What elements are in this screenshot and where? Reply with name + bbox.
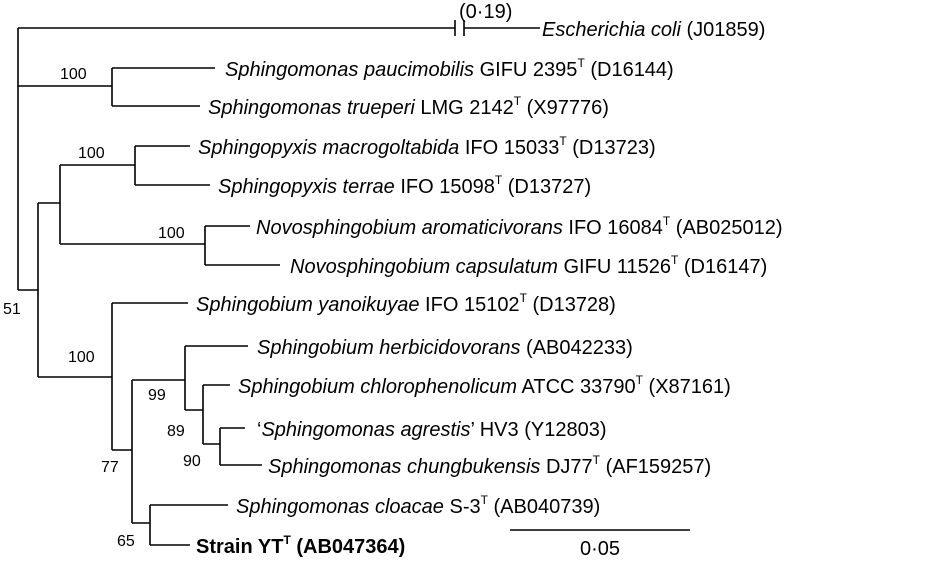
ecoli-branch-length: (0·19): [459, 1, 512, 23]
bootstrap-values: 100 100 100 51 100 99 89 90 77 65: [3, 66, 201, 550]
bootstrap-sphingobium: 100: [68, 349, 95, 366]
species-name: Sphingobium herbicidovorans: [257, 337, 521, 359]
species-name: Sphingomonas chungbukensis: [268, 456, 540, 478]
species-name: Sphingomonas cloacae: [236, 496, 444, 518]
species-name: Sphingomonas paucimobilis: [225, 59, 474, 81]
bootstrap-cloacae: 65: [117, 533, 135, 550]
type-strain-marker: T: [520, 291, 528, 305]
species-name: Sphingomonas agrestis: [261, 419, 470, 441]
accession-number: (D13723): [567, 137, 656, 159]
bootstrap-novosphingobium: 100: [158, 225, 185, 242]
type-strain-marker: T: [593, 453, 601, 467]
close-quote: ’: [470, 419, 474, 441]
accession-number: (D13728): [527, 294, 616, 316]
bootstrap-agrestis: 90: [183, 453, 201, 470]
strain-designation: ATCC 33790: [517, 376, 636, 398]
taxon-label-ecoli: Escherichia coli (J01859): [542, 19, 765, 41]
bootstrap-root: 51: [3, 301, 21, 318]
open-quote: ‘: [257, 419, 261, 441]
accession-number: (AB042233): [521, 337, 633, 359]
species-name: Novosphingobium aromaticivorans: [256, 217, 563, 239]
strain-designation: IFO 16084: [563, 217, 663, 239]
accession-number: (X87161): [643, 376, 731, 398]
accession-number: (J01859): [681, 19, 766, 41]
type-strain-marker: T: [636, 373, 644, 387]
accession-number: (D16144): [585, 59, 674, 81]
accession-number: (D16147): [678, 256, 767, 278]
bootstrap-sphingopyxis: 100: [78, 145, 105, 162]
strain-designation: LMG 2142: [415, 97, 514, 119]
bootstrap-chlorophenolicum: 89: [167, 423, 185, 440]
accession-number: (X97776): [521, 97, 609, 119]
species-name: Novosphingobium capsulatum: [290, 256, 558, 278]
tree-branches: [17, 20, 540, 546]
strain-designation: Strain YT: [196, 536, 283, 558]
accession-number: (AF159257): [600, 456, 711, 478]
taxon-label-sb-chlorophenolicum: Sphingobium chlorophenolicum ATCC 33790T…: [238, 373, 731, 398]
taxon-label-sb-herbicidovorans: Sphingobium herbicidovorans (AB042233): [257, 337, 633, 359]
strain-designation: S-3: [444, 496, 481, 518]
strain-designation: GIFU 2395: [474, 59, 577, 81]
type-strain-marker: T: [671, 253, 679, 267]
accession-number: (Y12803): [519, 419, 607, 441]
strain-designation: DJ77: [540, 456, 592, 478]
taxon-label-s-chungbukensis: Sphingomonas chungbukensis DJ77T (AF1592…: [268, 453, 711, 478]
strain-designation: GIFU 11526: [558, 256, 671, 278]
taxon-label-s-cloacae: Sphingomonas cloacae S-3T (AB040739): [236, 493, 600, 518]
scale-bar-label: 0·05: [580, 538, 620, 560]
taxon-label-s-agrestis: ‘Sphingomonas agrestis’ HV3 (Y12803): [257, 419, 606, 441]
species-name: Sphingobium chlorophenolicum: [238, 376, 517, 398]
taxon-label-s-trueperi: Sphingomonas trueperi LMG 2142T (X97776): [208, 94, 609, 119]
type-strain-marker: T: [481, 493, 489, 507]
strain-designation: IFO 15098: [395, 176, 495, 198]
accession-number: (D13727): [502, 176, 591, 198]
strain-designation: IFO 15033: [459, 137, 559, 159]
scale-bar: 0·05: [510, 529, 690, 560]
taxon-label-strain-yt: Strain YTT (AB047364): [196, 533, 405, 558]
taxon-label-sb-yanoikuyae: Sphingobium yanoikuyae IFO 15102T (D1372…: [196, 291, 616, 316]
bootstrap-inner: 77: [101, 459, 119, 476]
taxon-label-sp-macrogoltabida: Sphingopyxis macrogoltabida IFO 15033T (…: [198, 134, 656, 159]
taxon-label-n-aromaticivorans: Novosphingobium aromaticivorans IFO 1608…: [256, 214, 783, 239]
strain-designation: IFO 15102: [420, 294, 520, 316]
type-strain-marker: T: [514, 94, 522, 108]
type-strain-marker: T: [663, 214, 671, 228]
type-strain-marker: T: [559, 134, 567, 148]
species-name: Sphingopyxis terrae: [218, 176, 395, 198]
species-name: Escherichia coli: [542, 19, 682, 41]
species-name: Sphingomonas trueperi: [208, 97, 415, 119]
species-name: Sphingobium yanoikuyae: [196, 294, 420, 316]
type-strain-marker: T: [577, 56, 585, 70]
bootstrap-paucimobilis: 100: [60, 66, 87, 83]
strain-designation: HV3: [474, 419, 518, 441]
taxon-label-n-capsulatum: Novosphingobium capsulatum GIFU 11526T (…: [290, 253, 767, 278]
accession-number: (AB047364): [291, 536, 406, 558]
taxon-label-sp-terrae: Sphingopyxis terrae IFO 15098T (D13727): [218, 173, 591, 198]
type-strain-marker: T: [495, 173, 503, 187]
bootstrap-herbicidovorans: 99: [148, 387, 166, 404]
taxon-label-s-paucimobilis: Sphingomonas paucimobilis GIFU 2395T (D1…: [225, 56, 674, 81]
accession-number: (AB025012): [670, 217, 782, 239]
accession-number: (AB040739): [488, 496, 600, 518]
species-name: Sphingopyxis macrogoltabida: [198, 137, 459, 159]
type-strain-marker: T: [283, 533, 291, 547]
taxon-labels: (0·19) Escherichia coli (J01859) Sphingomo…: [196, 1, 783, 558]
